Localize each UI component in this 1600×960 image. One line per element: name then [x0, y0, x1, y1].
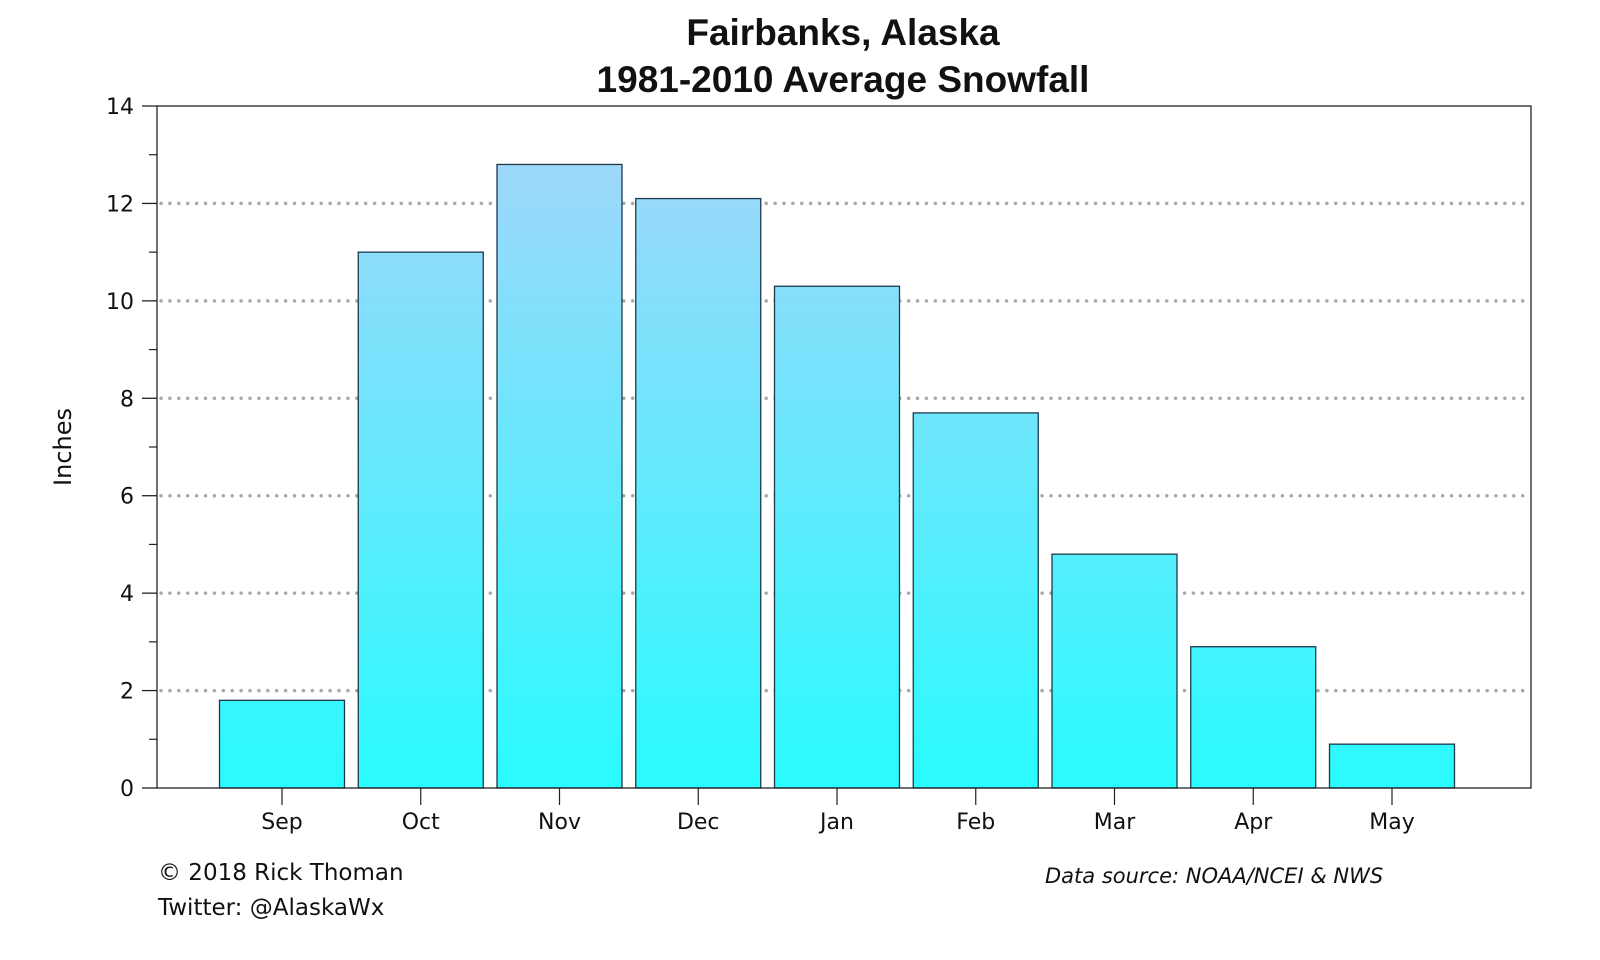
copyright-text: © 2018 Rick Thoman: [158, 860, 404, 886]
x-tick-label-jan: Jan: [818, 810, 854, 835]
x-tick-label-apr: Apr: [1234, 810, 1273, 835]
bar-oct: [357, 251, 484, 789]
twitter-handle: Twitter: @AlaskaWx: [158, 895, 385, 921]
chart-title-line2: 1981-2010 Average Snowfall: [596, 59, 1090, 100]
x-axis-ticks: Sep Oct Nov Dec Jan Feb Mar Apr May: [261, 788, 1415, 835]
x-tick-label-may: May: [1369, 810, 1414, 835]
chart-title-line1: Fairbanks, Alaska: [686, 12, 1000, 53]
x-tick-label-sep: Sep: [261, 810, 302, 835]
x-tick-label-dec: Dec: [677, 810, 720, 835]
y-tick-label: 14: [106, 95, 134, 120]
x-tick-label-oct: Oct: [402, 810, 440, 835]
y-tick-label: 12: [106, 192, 134, 217]
y-tick-label: 0: [120, 777, 134, 802]
x-tick-label-feb: Feb: [956, 810, 995, 835]
y-axis-ticks: 0 2 4 6 8 10 12 14: [106, 95, 157, 802]
y-tick-label: 6: [120, 485, 134, 510]
data-source-text: Data source: NOAA/NCEI & NWS: [1045, 864, 1384, 888]
bars: [218, 163, 1456, 789]
y-axis-label: Inches: [49, 408, 77, 486]
y-tick-label: 10: [106, 290, 134, 315]
bar-nov: [496, 163, 623, 789]
y-tick-label: 4: [120, 582, 134, 607]
y-tick-label: 8: [120, 387, 134, 412]
bar-jan: [773, 285, 901, 789]
bar-mar: [1051, 553, 1178, 789]
bar-dec: [635, 197, 762, 789]
y-tick-label: 2: [120, 680, 134, 705]
x-tick-label-nov: Nov: [538, 810, 581, 835]
bar-feb: [912, 412, 1039, 789]
x-tick-label-mar: Mar: [1094, 810, 1136, 835]
bar-may: [1328, 743, 1456, 789]
bar-sep: [218, 699, 346, 789]
bar-apr: [1190, 646, 1317, 789]
